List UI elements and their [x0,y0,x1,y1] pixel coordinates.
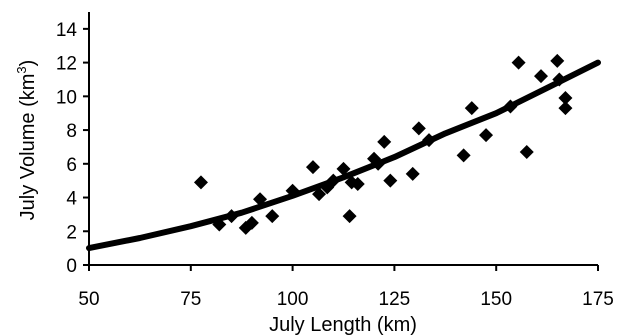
data-point [552,72,567,87]
x-axis-ticks: 50 75 100 125 150 175 [78,265,614,310]
data-point [253,192,268,207]
fit-curve [86,59,601,252]
data-point [558,91,573,106]
data-point [285,183,300,198]
data-point [456,148,471,163]
y-tick-label: 4 [66,189,77,210]
data-point [464,101,479,116]
data-point [244,215,259,230]
data-point [265,209,280,224]
data-point [550,53,565,68]
y-tick-label: 14 [56,20,78,41]
fit-curve-group [86,59,601,252]
data-point [312,187,327,202]
data-point [411,121,426,136]
y-axis-title-superscript: 3 [14,66,29,73]
data-point [511,55,526,70]
data-point [558,101,573,116]
data-point [533,69,548,84]
axes [88,12,598,266]
data-point [305,160,320,175]
y-axis-title-close: ) [17,60,39,67]
data-point [224,209,239,224]
y-axis-title-main: July Volume (km [17,74,39,221]
x-tick-label: 125 [379,289,411,310]
data-point [193,175,208,190]
data-point [342,209,357,224]
x-tick-label: 50 [78,289,99,310]
y-axis-title: July Volume (km3) [14,60,39,221]
data-point [503,99,518,114]
y-axis-ticks: 0 2 4 6 8 10 12 14 [56,20,89,277]
x-tick-label: 150 [480,289,512,310]
y-tick-label: 2 [66,222,77,243]
data-point [519,144,534,159]
y-tick-label: 0 [66,256,77,277]
data-point [326,173,341,188]
data-point [350,177,365,192]
data-points [193,53,573,235]
data-point [422,133,437,148]
y-tick-label: 12 [56,54,77,75]
x-tick-label: 100 [277,289,309,310]
data-point [377,134,392,149]
data-point [383,173,398,188]
y-tick-label: 10 [56,87,77,108]
data-point [371,156,386,171]
data-point [336,161,351,176]
y-tick-label: 8 [66,121,77,142]
data-point [479,128,494,143]
x-tick-label: 175 [582,289,614,310]
x-tick-label: 75 [180,289,201,310]
x-axis-title: July Length (km) [269,314,417,335]
data-point [405,166,420,181]
y-tick-label: 6 [66,155,77,176]
data-point [212,217,227,232]
